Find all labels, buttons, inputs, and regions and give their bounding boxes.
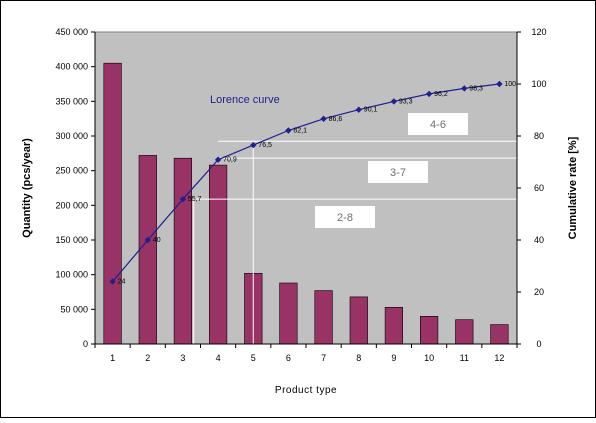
lorence-curve-line [112, 83, 500, 282]
x-tick-label-8: 8 [356, 353, 361, 363]
y2-tick-label: 0 [536, 339, 541, 349]
bar-product-1 [103, 62, 122, 345]
plot-area [94, 31, 518, 345]
bar-product-10 [419, 315, 439, 345]
x-tick-label-11: 11 [460, 353, 469, 363]
lorence-point-5 [250, 141, 257, 149]
bar-product-9 [384, 306, 404, 345]
y2-tick-label: 120 [531, 27, 546, 37]
x-tick-label-9: 9 [391, 353, 396, 363]
lorence-curve-label: Lorence curve [210, 94, 280, 106]
x-tick-label-2: 2 [145, 353, 150, 363]
lorence-point-label-4: 70,9 [223, 157, 237, 164]
range-box-4-6 [408, 113, 468, 135]
lorence-point-label-3: 55,7 [188, 196, 202, 203]
bar-product-2 [138, 155, 157, 345]
lorence-point-label-12: 100 [504, 81, 516, 88]
bar-product-8 [349, 296, 368, 345]
x-axis-title: Product type [275, 385, 337, 396]
bar-product-11 [455, 319, 474, 345]
y-tick-label: 100 000 [55, 270, 88, 280]
y-tick-label: 150 000 [55, 235, 88, 245]
lorence-point-12 [496, 80, 503, 88]
y-tick-label: 300 000 [55, 131, 88, 141]
bar-product-3 [173, 157, 193, 345]
lorence-point-11 [461, 85, 468, 92]
bar-product-7 [314, 290, 333, 345]
y-tick-label: 0 [83, 339, 88, 349]
lorence-point-6 [285, 127, 292, 134]
y2-tick-label: 100 [531, 79, 546, 89]
lorence-point-label-10: 96,2 [434, 91, 448, 98]
y2-tick-label: 60 [534, 183, 544, 193]
range-label-3-7: 3-7 [390, 167, 406, 179]
lorence-point-label-9: 93,3 [399, 98, 413, 105]
lorence-point-9 [390, 98, 398, 105]
range-label-2-8: 2-8 [337, 212, 353, 224]
bar-product-12 [490, 324, 509, 345]
x-tick-label-4: 4 [216, 353, 221, 363]
y2-tick-label: 80 [534, 131, 544, 141]
x-tick-label-12: 12 [494, 353, 504, 363]
lorence-point-label-2: 40 [153, 237, 161, 244]
lorence-point-label-8: 90,1 [364, 107, 378, 114]
range-box-2-8 [315, 206, 375, 228]
range-label-4-6: 4-6 [430, 119, 446, 131]
x-tick-label-1: 1 [110, 353, 115, 363]
lorence-point-3 [179, 196, 187, 203]
y2-axis-title: Cumulative rate [%] [567, 136, 579, 239]
lorence-point-10 [425, 90, 433, 98]
y-axis-title: Quantity (pcs/year) [21, 138, 33, 238]
lorence-point-8 [355, 106, 362, 113]
x-tick-label-3: 3 [180, 353, 185, 363]
lorence-point-1 [109, 278, 116, 285]
lorence-point-7 [320, 115, 327, 122]
y-tick-label: 250 000 [55, 166, 88, 176]
bar-product-6 [279, 282, 298, 345]
lorence-point-label-6: 82,1 [293, 128, 307, 135]
guides-layer: 4-6 3-7 2-8 [193, 113, 517, 344]
y-tick-label: 200 000 [55, 200, 88, 210]
lorence-point-label-11: 98,3 [469, 85, 483, 92]
lorence-point-label-1: 24 [118, 279, 126, 286]
y-tick-label: 350 000 [55, 96, 88, 106]
bar-product-4 [209, 164, 228, 345]
line-layer: 24 40 55,7 70,9 76,5 82,1 86,6 90,1 93,3 96,2 98,3… [109, 80, 516, 286]
y2-tick-label: 40 [534, 235, 544, 245]
lorence-point-2 [144, 236, 151, 244]
lorence-point-label-5: 76,5 [258, 142, 272, 149]
x-tick-label-6: 6 [286, 353, 291, 363]
x-tick-label-7: 7 [321, 353, 326, 363]
y-tick-label: 50 000 [60, 304, 88, 314]
lorence-point-label-7: 86,6 [329, 116, 343, 123]
y2-tick-label: 20 [534, 287, 544, 297]
x-tick-label-10: 10 [424, 353, 434, 363]
y-tick-label: 450 000 [55, 27, 88, 37]
bars-layer [103, 62, 509, 345]
range-box-3-7 [368, 161, 428, 183]
y-tick-label: 400 000 [55, 62, 88, 72]
x-tick-label-5: 5 [251, 353, 256, 363]
axes-layer: 0 50 000 100 000 150 000 200 000 250 000 300 0… [55, 27, 546, 363]
lorence-point-4 [214, 156, 222, 163]
